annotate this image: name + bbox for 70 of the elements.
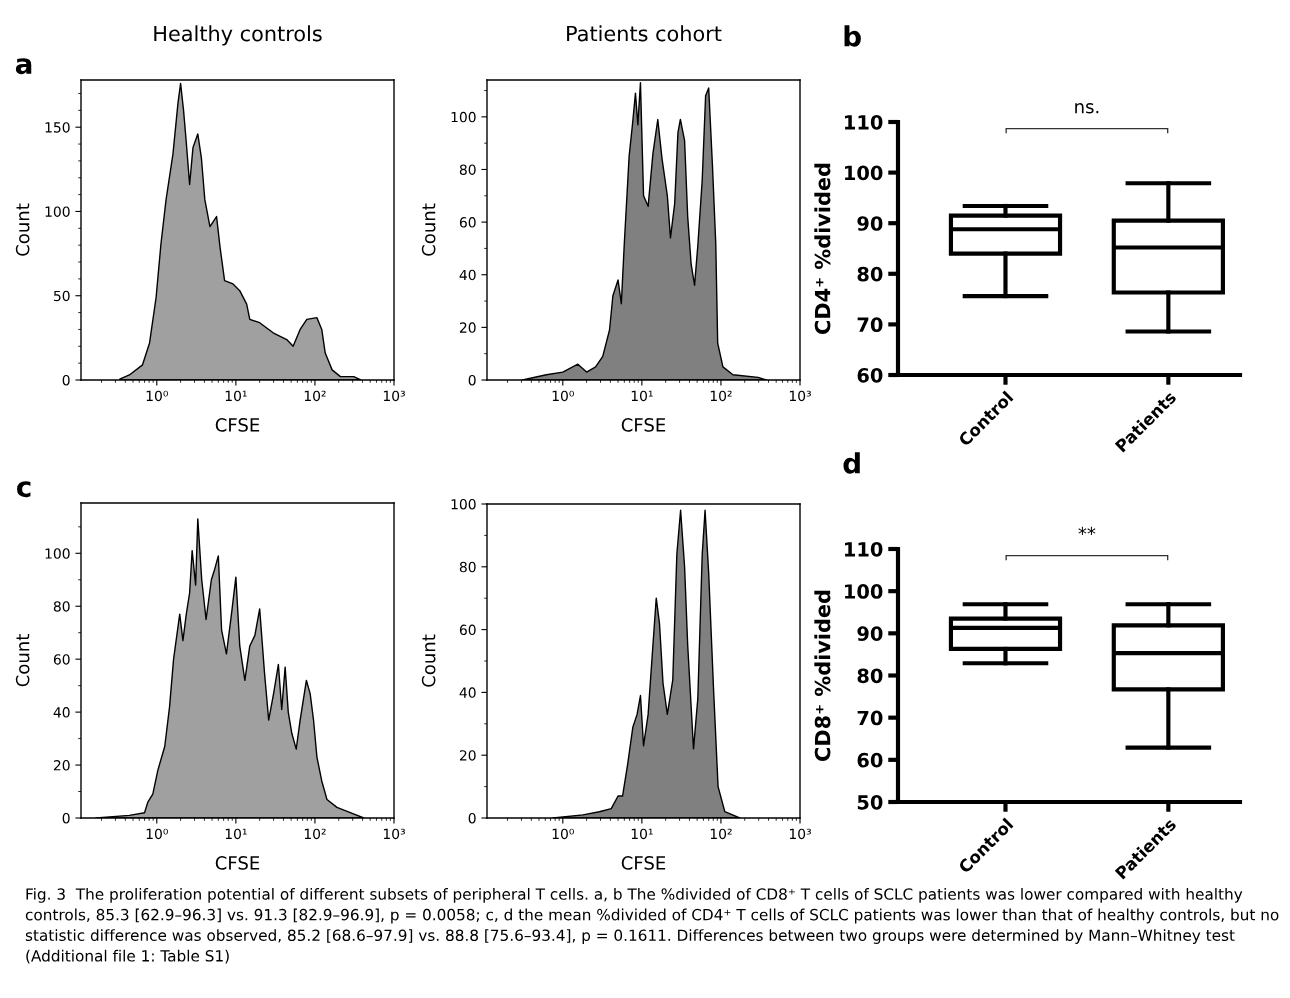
y-tick-label: 80: [53, 601, 70, 612]
x-tick-label: 10¹: [631, 390, 653, 402]
y-tick-label: 60: [53, 654, 70, 665]
y-tick-label: 70: [857, 710, 883, 726]
y-tick-label: 20: [459, 750, 476, 761]
y-axis-title: CD8⁺ %divided: [814, 590, 831, 761]
y-tick-label: 80: [857, 668, 883, 684]
y-tick-label: 70: [857, 317, 883, 333]
y-tick-label: 60: [459, 217, 476, 228]
y-tick-label: 80: [857, 266, 883, 282]
y-tick-label: 100: [451, 498, 476, 510]
chart-title: Healthy controls: [154, 25, 322, 46]
text: c: [17, 481, 31, 498]
x-tick-label: 10²: [710, 828, 732, 840]
y-tick-label: 0: [468, 374, 476, 386]
y-tick-label: 60: [857, 752, 883, 768]
y-tick-label: 110: [845, 541, 883, 557]
y-tick-label: 90: [857, 216, 883, 231]
x-axis-title: CFSE: [215, 418, 260, 432]
y-tick-label: 100: [845, 165, 883, 181]
x-tick-label: 10¹: [225, 828, 247, 840]
y-axis-title: Count: [421, 203, 436, 256]
y-tick-label: 60: [857, 367, 883, 383]
y-tick-label: 50: [857, 794, 883, 810]
x-tick-label: 10⁰: [552, 828, 574, 840]
y-tick-label: 40: [459, 269, 476, 281]
y-tick-label: 100: [45, 548, 70, 559]
y-tick-label: 40: [459, 687, 476, 698]
x-tick-label: 10³: [789, 390, 811, 402]
y-tick-label: 80: [459, 561, 476, 573]
y-tick-label: 40: [53, 707, 70, 718]
y-axis-title: Count: [15, 634, 30, 687]
x-tick-label: 10²: [304, 390, 326, 402]
x-axis-title: CFSE: [621, 856, 666, 870]
text: b: [844, 25, 861, 47]
y-tick-label: 0: [468, 812, 476, 824]
y-axis-title: CD4⁺ %divided: [814, 163, 831, 334]
y-tick-label: 20: [53, 760, 70, 771]
x-tick-label: 10³: [383, 390, 405, 402]
x-tick-label: 10⁰: [552, 390, 574, 402]
y-tick-label: 0: [62, 812, 70, 824]
y-tick-label: 20: [459, 322, 476, 333]
x-tick-label: 10²: [304, 828, 326, 840]
y-tick-label: 50: [53, 290, 70, 302]
y-tick-label: 100: [45, 206, 70, 217]
y-tick-label: 100: [845, 584, 883, 599]
text: **: [1078, 526, 1096, 536]
text: ns.: [1075, 103, 1099, 114]
y-tick-label: 150: [45, 122, 70, 133]
x-tick-label: 10³: [789, 828, 811, 840]
y-axis-title: Count: [421, 634, 436, 687]
x-tick-label: 10¹: [225, 390, 247, 402]
y-tick-label: 90: [857, 626, 883, 641]
y-tick-label: 110: [845, 114, 883, 130]
y-axis-title: Count: [15, 203, 30, 256]
caption: Fig. 3 The proliferation potential of different subsets of peripheral T cells. a, b The %divided of CD8⁺ T cells of SCLC patients was lower compared with healthy controls, 85.3 [62.9–96.3] vs. 91.3 [82.9–96.9], p = 0.0058; c, d the mean %divided of CD4⁺ T cells of SCLC patients was lower than that of healthy controls, but no statistic difference was observed, 85.2 [68.6–97.9] vs. 88.8 [75.6–93.4], p = 0.1611. Differences between two groups were determined by Mann–Whitney test (Additional file 1: Table S1): [25, 888, 1279, 964]
chart-title: Patients cohort: [567, 25, 722, 42]
x-tick-label: 10²: [710, 390, 732, 402]
x-tick-label: 10¹: [631, 828, 653, 840]
y-tick-label: 100: [451, 111, 476, 123]
y-tick-label: 80: [459, 164, 476, 175]
text: a: [15, 58, 32, 75]
x-tick-label: 10⁰: [146, 828, 168, 840]
y-tick-label: 0: [62, 374, 70, 386]
x-tick-label: 10⁰: [146, 390, 168, 402]
x-axis-title: CFSE: [621, 418, 666, 432]
x-tick-label: 10³: [383, 828, 405, 840]
text: d: [843, 452, 860, 474]
y-tick-label: 60: [459, 624, 476, 636]
x-axis-title: CFSE: [215, 856, 260, 870]
